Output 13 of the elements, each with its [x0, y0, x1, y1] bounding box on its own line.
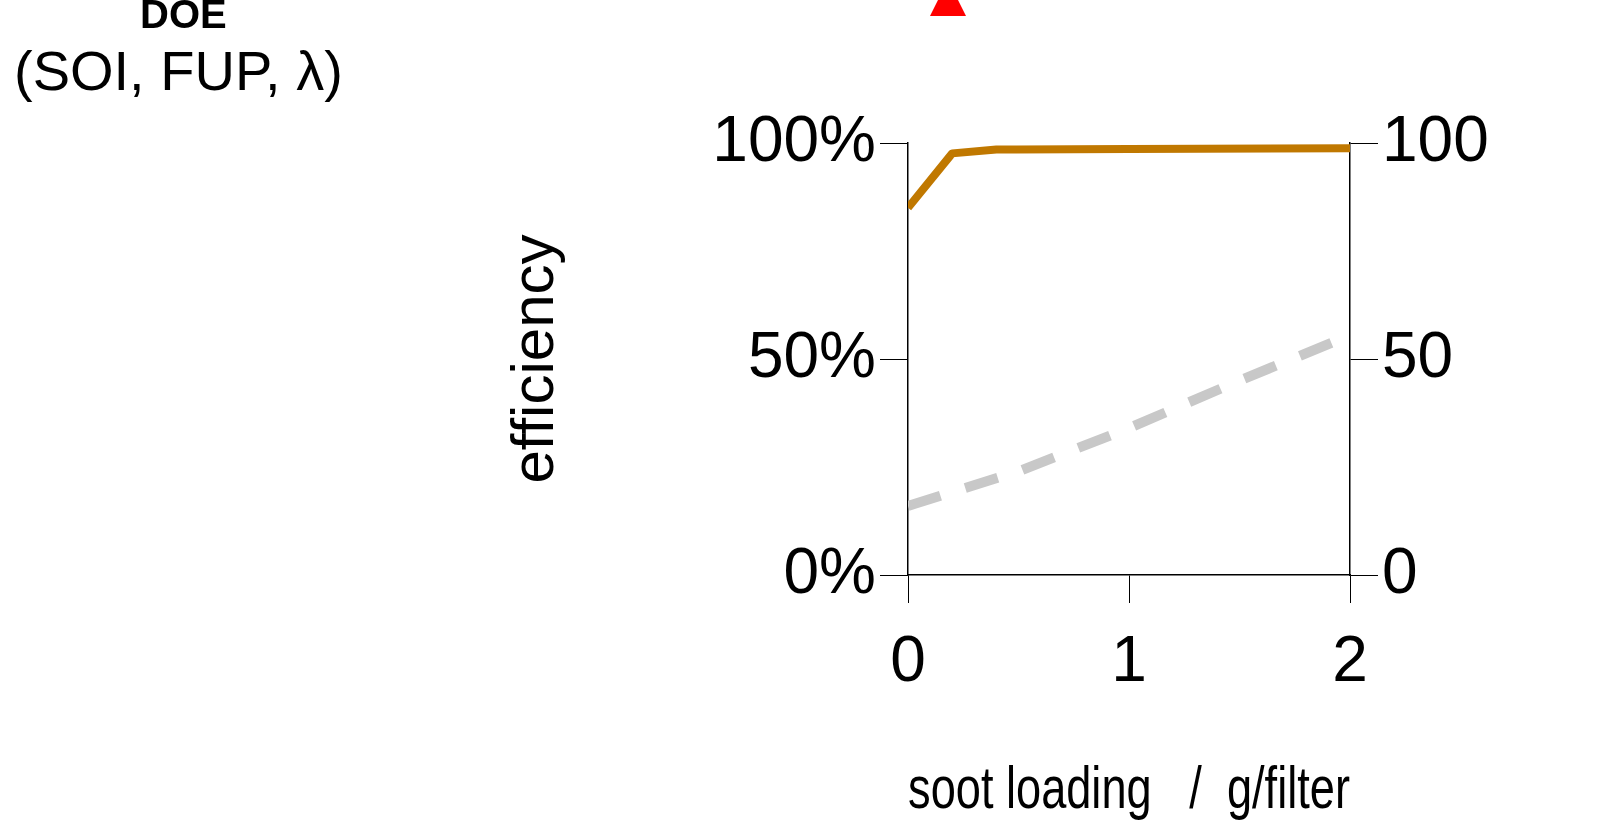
y-tick-label: 100% — [712, 102, 876, 175]
y2-tick-label: 50 — [1382, 318, 1454, 391]
y2-tick-label: 100 — [1382, 102, 1489, 175]
y-tick-label: 0% — [783, 534, 876, 607]
y2-tick-label: 0 — [1382, 534, 1418, 607]
y-tick-label: 50% — [747, 318, 876, 391]
text: (SOI, FUP, λ) — [14, 38, 343, 103]
x-tick-label: 0 — [890, 623, 926, 696]
x-axis-title: soot loading / g/filter — [908, 753, 1350, 820]
y-axis-title: efficiency — [498, 234, 566, 484]
x-tick-label: 2 — [1332, 623, 1368, 696]
x-tick-label: 1 — [1111, 623, 1147, 696]
text: DOE — [140, 0, 227, 37]
